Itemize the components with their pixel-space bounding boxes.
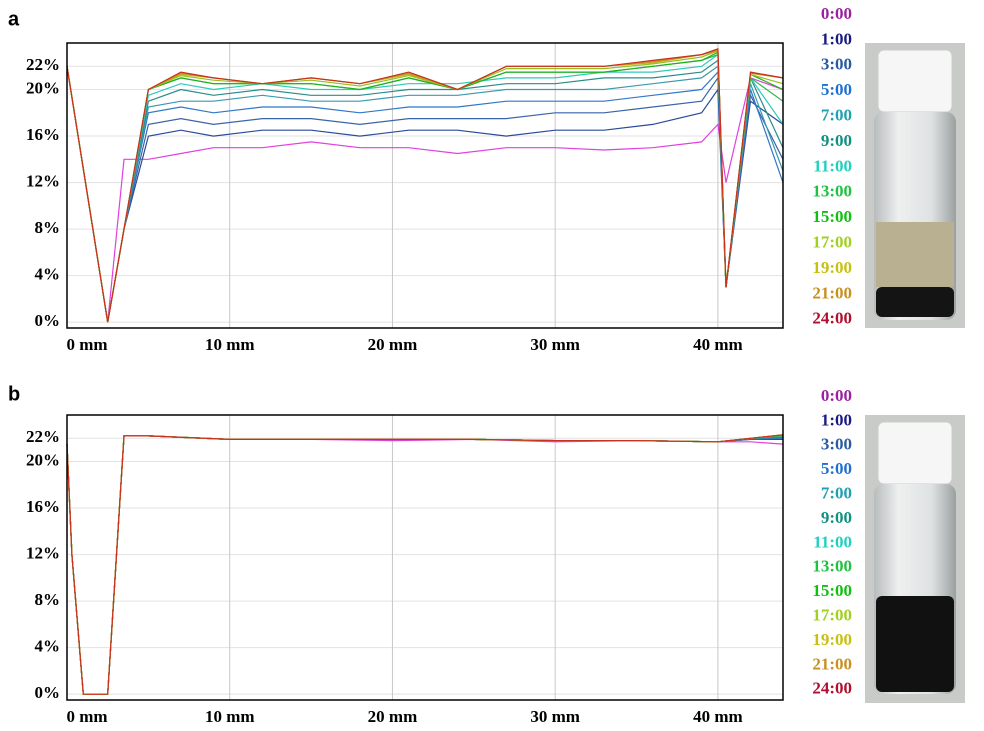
legend-label: 3:00 — [821, 55, 852, 74]
y-tick-label: 12% — [26, 543, 60, 562]
y-tick-label: 12% — [26, 171, 60, 190]
y-tick-label: 22% — [26, 427, 60, 446]
plot-frame — [66, 42, 784, 329]
legend-label: 7:00 — [821, 106, 852, 125]
y-tick-label: 20% — [26, 78, 60, 97]
legend-label: 13:00 — [812, 557, 852, 576]
legend-label: 21:00 — [812, 283, 852, 302]
y-tick-label: 0% — [35, 683, 61, 702]
series-line — [66, 47, 784, 323]
legend-label: 17:00 — [812, 233, 852, 252]
x-tick-label: 30 mm — [530, 335, 580, 354]
series-line — [66, 65, 784, 323]
y-tick-label: 16% — [26, 497, 60, 516]
legend-label: 5:00 — [821, 459, 852, 478]
legend-label: 15:00 — [812, 207, 852, 226]
panel-label: a — [8, 8, 20, 30]
x-tick-label: 30 mm — [530, 707, 580, 726]
x-tick-label: 0 mm — [66, 335, 107, 354]
series-line — [66, 66, 784, 323]
vial-photo — [865, 43, 965, 328]
legend-label: 1:00 — [821, 29, 852, 48]
x-tick-label: 20 mm — [368, 707, 418, 726]
x-tick-label: 0 mm — [66, 707, 107, 726]
legend-label: 11:00 — [813, 156, 852, 175]
y-tick-label: 0% — [35, 311, 61, 330]
y-tick-label: 4% — [35, 265, 61, 284]
legend-label: 19:00 — [812, 258, 852, 277]
legend-label: 19:00 — [812, 630, 852, 649]
series-line — [66, 434, 784, 695]
plot-frame — [66, 414, 784, 701]
y-tick-label: 22% — [26, 55, 60, 74]
legend-label: 15:00 — [812, 581, 852, 600]
vial-photo — [865, 415, 965, 703]
y-tick-label: 20% — [26, 450, 60, 469]
y-tick-label: 4% — [35, 637, 61, 656]
legend-label: 0:00 — [821, 4, 852, 23]
series-line — [66, 66, 784, 323]
legend-label: 9:00 — [821, 131, 852, 150]
legend-label: 0:00 — [821, 386, 852, 405]
x-tick-label: 40 mm — [693, 335, 743, 354]
legend-label: 9:00 — [821, 508, 852, 527]
x-tick-label: 20 mm — [368, 335, 418, 354]
x-tick-label: 40 mm — [693, 707, 743, 726]
plot-area — [67, 415, 783, 700]
legend-label: 1:00 — [821, 410, 852, 429]
legend-label: 3:00 — [821, 435, 852, 454]
series-line — [66, 66, 784, 323]
series-line — [66, 66, 784, 323]
legend-label: 24:00 — [812, 679, 852, 698]
x-tick-label: 10 mm — [205, 335, 255, 354]
x-tick-label: 10 mm — [205, 707, 255, 726]
legend-label: 13:00 — [812, 182, 852, 201]
legend-label: 5:00 — [821, 80, 852, 99]
legend-label: 21:00 — [812, 654, 852, 673]
y-tick-label: 8% — [35, 218, 61, 237]
panel-label: b — [8, 383, 20, 405]
legend-label: 24:00 — [812, 309, 852, 328]
legend-label: 11:00 — [813, 532, 852, 551]
legend-label: 17:00 — [812, 606, 852, 625]
series-line — [66, 59, 784, 323]
y-tick-label: 8% — [35, 590, 61, 609]
legend-label: 7:00 — [821, 484, 852, 503]
y-tick-label: 16% — [26, 125, 60, 144]
